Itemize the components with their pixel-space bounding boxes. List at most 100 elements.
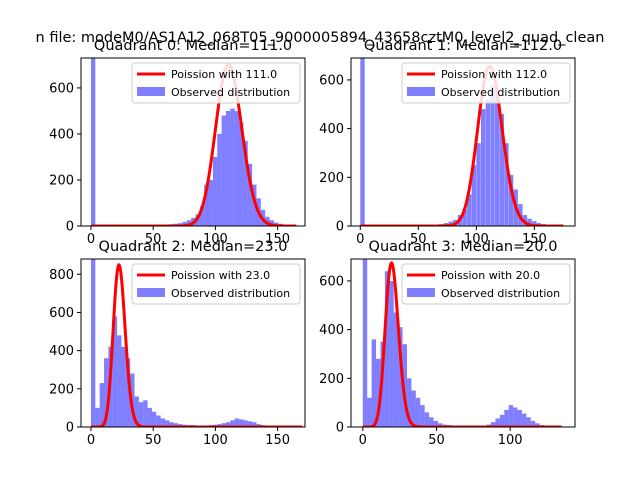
histogram-bar <box>420 405 425 427</box>
histogram-bar <box>99 383 105 427</box>
histogram-bar <box>448 221 453 226</box>
subplot-quadrant-0: 0 50 100 150 0 200 400 600 Quadrant 0: Median=11… <box>49 38 306 247</box>
x-tick-label: 50 <box>410 232 427 247</box>
histogram-bar <box>517 409 522 427</box>
histogram-bar <box>239 122 244 226</box>
y-tick-label: 200 <box>49 173 74 188</box>
histogram-bar <box>499 114 504 226</box>
histogram-bar <box>402 344 407 427</box>
histogram-bar <box>535 423 540 427</box>
histogram-bar <box>508 174 514 226</box>
legend-swatch-histogram <box>407 87 435 96</box>
legend: Poission with 111.0 Observed distribution <box>131 62 301 104</box>
histogram-bar <box>371 339 377 427</box>
histogram-bar <box>112 316 118 427</box>
histogram-bar <box>221 423 226 427</box>
x-tick-label: 100 <box>498 433 523 448</box>
histogram-bar <box>243 420 248 427</box>
histogram-bar <box>138 402 144 427</box>
y-tick-label: 0 <box>66 220 74 235</box>
histogram-bar <box>367 397 372 427</box>
histogram-bar <box>433 420 438 427</box>
subplot-quadrant-1: 0 50 100 150 0 200 400 600 Quadrant 1: Median=11… <box>319 38 576 247</box>
histogram-bar <box>398 327 403 427</box>
legend: Poission with 112.0 Observed distribution <box>401 62 571 104</box>
histogram-bar <box>485 99 491 226</box>
legend-label-fit: Poission with 112.0 <box>441 68 547 81</box>
legend-swatch-histogram <box>137 87 165 96</box>
histogram-bar <box>491 422 496 427</box>
legend-frame <box>131 263 301 305</box>
histogram-bar <box>504 143 509 226</box>
histogram-bar <box>530 420 536 427</box>
y-tick-label: 600 <box>49 81 74 96</box>
histogram-bar <box>104 358 109 427</box>
x-tick-label: 0 <box>359 433 367 448</box>
subplot-quadrant-2: 0 50 100 150 0 200 400 600 800 Quadrant 2: Median… <box>49 239 306 448</box>
histogram-bar <box>471 165 477 226</box>
x-tick-label: 0 <box>87 433 95 448</box>
histogram-bar <box>243 140 248 226</box>
subplot-title: Quadrant 0: Median=111.0 <box>94 38 292 54</box>
histogram-bar <box>169 422 174 427</box>
y-tick-label: 600 <box>49 306 74 321</box>
histogram-bar <box>424 412 430 427</box>
poisson-fit-line <box>90 63 298 226</box>
histogram-bar <box>494 89 500 226</box>
histogram-bar <box>462 208 467 226</box>
subplot-title: Quadrant 2: Median=23.0 <box>99 239 288 255</box>
histogram-bar <box>239 419 244 427</box>
histogram-bar <box>90 58 96 226</box>
histogram-bar <box>225 422 231 427</box>
histogram-bar <box>393 312 399 427</box>
histogram-bar <box>480 109 486 226</box>
histogram-bar <box>95 407 100 427</box>
histogram-bar <box>376 358 381 427</box>
histogram-bar <box>526 417 531 427</box>
figure-suptitle: n file: modeM0/AS1A12_068T05_9000005894_… <box>36 30 605 46</box>
y-tick-label: 600 <box>319 274 344 289</box>
legend-label-histogram: Observed distribution <box>441 86 560 99</box>
x-tick-label: 0 <box>87 232 95 247</box>
subplot-quadrant-3: 0 50 100 0 200 400 600 Quadrant 3: Median=20.0 P… <box>319 239 576 448</box>
subplot-grid: 0 50 100 150 0 200 400 600 Quadrant 0: Median=11… <box>49 38 576 448</box>
histogram-bar <box>160 418 165 427</box>
histogram-bar <box>173 423 179 427</box>
y-tick-label: 200 <box>319 372 344 387</box>
histogram-bar <box>252 422 257 427</box>
histogram-bar <box>495 418 500 427</box>
poisson-fit-line <box>90 263 304 427</box>
histogram-bar <box>411 390 416 427</box>
histogram-bar <box>269 220 274 226</box>
legend-frame <box>401 263 571 305</box>
histogram-bar <box>165 420 170 427</box>
histogram-bar <box>234 418 240 427</box>
x-tick-label: 100 <box>464 232 489 247</box>
histogram-bar <box>384 271 390 427</box>
histogram-bar <box>508 405 514 427</box>
x-tick-label: 150 <box>265 433 290 448</box>
histogram-bar <box>247 421 253 427</box>
histogram-bar <box>143 400 148 427</box>
axes-frame <box>350 258 576 428</box>
histogram-bar <box>134 396 139 427</box>
histogram-bar <box>208 179 213 226</box>
poisson-fit-line <box>359 64 565 226</box>
histogram-bar <box>476 143 481 226</box>
histogram-bar <box>429 417 434 427</box>
histogram-bar <box>504 409 509 427</box>
histogram-bar <box>360 58 365 226</box>
y-tick-label: 200 <box>49 382 74 397</box>
histogram-bar <box>415 397 421 427</box>
legend-frame <box>131 62 301 104</box>
subplot-title: Quadrant 1: Median=112.0 <box>364 38 562 54</box>
legend-label-histogram: Observed distribution <box>441 287 560 300</box>
axes-frame <box>80 258 306 428</box>
histogram-bar <box>247 163 253 226</box>
histogram-bar <box>389 280 394 427</box>
histogram-bar <box>527 218 532 226</box>
x-tick-label: 150 <box>265 232 290 247</box>
legend-swatch-histogram <box>137 288 165 297</box>
histogram-bar <box>186 220 192 226</box>
y-tick-label: 400 <box>49 127 74 142</box>
